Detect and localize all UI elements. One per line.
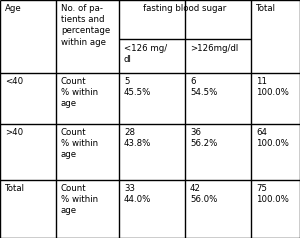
Text: 64
100.0%: 64 100.0%: [256, 128, 289, 148]
Text: 42
56.0%: 42 56.0%: [190, 184, 217, 204]
Text: 6
54.5%: 6 54.5%: [190, 77, 217, 97]
Text: Count
% within
age: Count % within age: [61, 128, 98, 159]
Text: 28
43.8%: 28 43.8%: [124, 128, 151, 148]
Text: 36
56.2%: 36 56.2%: [190, 128, 217, 148]
Text: >126mg/dl: >126mg/dl: [190, 44, 238, 53]
Text: <126 mg/
dl: <126 mg/ dl: [124, 44, 167, 64]
Text: 5
45.5%: 5 45.5%: [124, 77, 151, 97]
Text: 75
100.0%: 75 100.0%: [256, 184, 289, 204]
Text: >40: >40: [5, 128, 23, 137]
Text: Total: Total: [5, 184, 26, 193]
Text: 11
100.0%: 11 100.0%: [256, 77, 289, 97]
Text: Age: Age: [5, 4, 22, 13]
Text: Count
% within
age: Count % within age: [61, 77, 98, 108]
Text: <40: <40: [5, 77, 23, 86]
Text: Total: Total: [256, 4, 276, 13]
Text: Count
% within
age: Count % within age: [61, 184, 98, 215]
Text: 33
44.0%: 33 44.0%: [124, 184, 151, 204]
Text: fasting blood sugar: fasting blood sugar: [143, 4, 226, 13]
Text: No. of pa-
tients and
percentage
within age: No. of pa- tients and percentage within …: [61, 4, 110, 47]
